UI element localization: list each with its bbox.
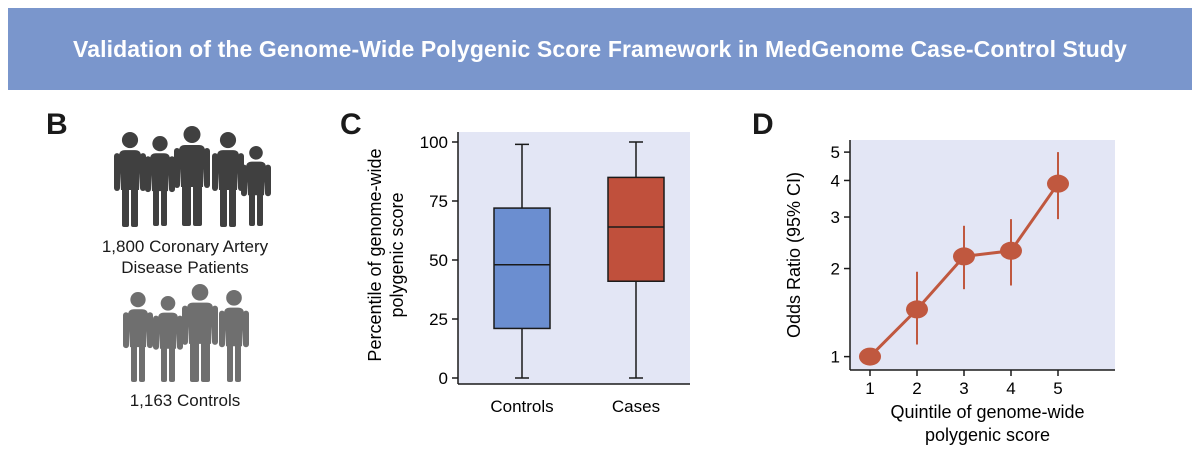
person-8-torso: [187, 302, 213, 344]
person-6-torso: [128, 309, 148, 348]
controls-caption-text: 1,163 Controls: [129, 391, 241, 410]
panel-b-letter: B: [46, 108, 68, 141]
person-5-leg-right: [257, 193, 263, 226]
person-7-arm-right: [177, 315, 183, 350]
y-tick-label-5: 5: [831, 143, 840, 162]
person-8-leg-right: [201, 341, 210, 382]
y-tick-label-25: 25: [429, 310, 448, 329]
x-tick-label-1: 1: [865, 379, 874, 398]
person-6-head: [130, 292, 146, 308]
person-1-torso: [119, 150, 141, 191]
person-5-leg-left: [249, 193, 255, 226]
x-axis-label-line1: Quintile of genome-wide: [890, 402, 1084, 422]
person-3-leg-left: [182, 185, 191, 226]
person-3-leg-right: [193, 185, 202, 226]
odds-ratio-point-5: [1047, 174, 1069, 193]
person-1-leg-right: [131, 188, 138, 227]
y-tick-label-0: 0: [439, 369, 448, 388]
y-tick-label-75: 75: [429, 192, 448, 211]
panel-d-letter: D: [752, 108, 774, 141]
odds-ratio-point-4: [1000, 241, 1022, 260]
y-tick-label-2: 2: [831, 260, 840, 279]
cases-box: [607, 176, 665, 282]
person-9-leg-left: [227, 344, 233, 382]
person-3-arm-left: [174, 148, 180, 188]
person-8-arm-left: [182, 305, 188, 345]
y-tick-label-4: 4: [831, 171, 840, 190]
person-3-head: [183, 126, 201, 143]
person-7-leg-right: [169, 346, 175, 382]
person-8-head: [191, 284, 209, 301]
person-7-head: [160, 296, 176, 311]
person-6-arm-right: [147, 312, 153, 349]
person-2-arm-right: [169, 156, 175, 193]
person-9-torso: [224, 307, 244, 347]
y-tick-label-3: 3: [831, 208, 840, 227]
controls-x-label: Controls: [490, 397, 553, 416]
person-1-leg-left: [122, 188, 129, 227]
cases-people-silhouette-icon: [114, 126, 271, 227]
person-6-arm-left: [123, 312, 129, 349]
person-6-leg-left: [131, 345, 137, 382]
y-tick-label-50: 50: [429, 251, 448, 270]
person-5-arm-right: [265, 164, 271, 197]
person-6-leg-right: [139, 345, 145, 382]
person-8-arm-right: [212, 305, 218, 345]
odds-ratio-point-2: [906, 300, 928, 319]
odds-ratio-chart: 1 2 3 4 5 1 2 3 4 5 Odds Ratio (95% CI) Quintile of…: [784, 140, 1115, 445]
cases-x-label: Cases: [612, 397, 660, 416]
person-5-arm-left: [241, 164, 247, 197]
person-9-arm-left: [219, 310, 225, 348]
panel-c-letter: C: [340, 108, 362, 141]
box-plot-chart: 0 25 50 75 100 Percentile of genome-wide polyg…: [365, 132, 690, 416]
cases-caption: 1,800 Coronary Artery Disease Patients: [85, 236, 285, 278]
x-tick-label-3: 3: [959, 379, 968, 398]
y-axis-label: Odds Ratio (95% CI): [784, 172, 804, 338]
person-4-head: [219, 132, 237, 149]
y-axis-label-line2: polygenic score: [387, 192, 407, 317]
person-4-leg-left: [220, 188, 227, 227]
person-2-head: [152, 136, 168, 152]
y-axis-label: Percentile of genome-wide polygenic score: [365, 148, 407, 361]
person-4-leg-right: [229, 188, 236, 227]
x-tick-label-2: 2: [912, 379, 921, 398]
cases-caption-line1: 1,800 Coronary Artery: [101, 237, 269, 256]
person-1-head: [121, 132, 139, 149]
person-2-leg-right: [161, 189, 167, 226]
x-axis-label-line2: polygenic score: [925, 425, 1050, 445]
person-4-arm-left: [212, 153, 218, 192]
title-banner: Validation of the Genome-Wide Polygenic …: [8, 8, 1192, 90]
controls-box: [493, 207, 551, 330]
person-9-head: [226, 290, 242, 306]
person-7-arm-left: [153, 315, 159, 350]
person-5-head: [249, 146, 263, 160]
person-8-leg-left: [190, 341, 199, 382]
odds-ratio-point-3: [953, 247, 975, 266]
person-3-arm-right: [204, 148, 210, 188]
person-7-torso: [158, 312, 178, 349]
y-tick-label-100: 100: [420, 133, 448, 152]
person-3-torso: [179, 145, 205, 187]
y-tick-label-1: 1: [831, 348, 840, 367]
cases-caption-line2: Disease Patients: [121, 258, 249, 277]
person-9-arm-right: [243, 310, 249, 348]
person-7-leg-left: [161, 346, 167, 382]
person-5-torso: [246, 161, 266, 196]
controls-people-silhouette-icon: [123, 284, 249, 382]
x-tick-label-4: 4: [1006, 379, 1015, 398]
x-tick-label-5: 5: [1053, 379, 1062, 398]
person-2-leg-left: [153, 189, 159, 226]
controls-caption: 1,163 Controls: [85, 390, 285, 411]
person-2-arm-left: [145, 156, 151, 193]
person-1-arm-right: [140, 153, 146, 192]
person-9-leg-right: [235, 344, 241, 382]
person-4-torso: [217, 150, 239, 191]
person-2-torso: [150, 153, 170, 192]
y-axis-label-line1: Percentile of genome-wide: [365, 148, 385, 361]
person-1-arm-left: [114, 153, 120, 192]
odds-ratio-point-1: [859, 347, 881, 366]
banner-title: Validation of the Genome-Wide Polygenic …: [73, 35, 1127, 62]
